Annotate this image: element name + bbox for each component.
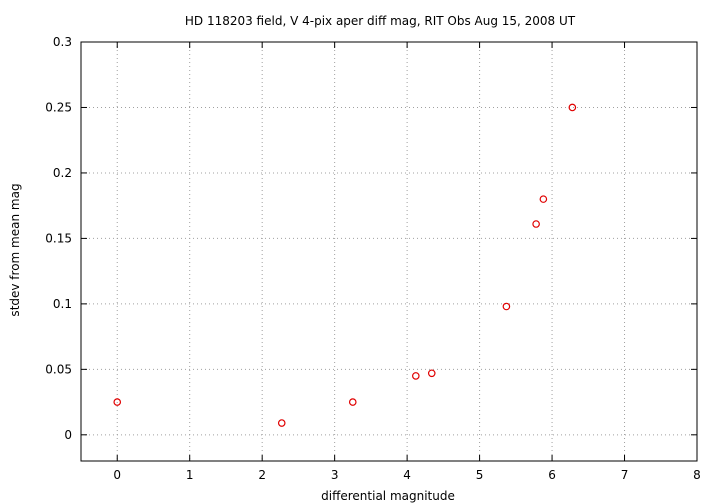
x-tick-label: 4 xyxy=(403,468,411,482)
data-points xyxy=(113,103,577,427)
y-tick-label: 0.15 xyxy=(45,231,72,245)
grid-lines xyxy=(81,42,697,461)
data-point xyxy=(502,302,511,311)
y-axis-label: stdev from mean mag xyxy=(8,183,22,316)
data-point xyxy=(113,398,122,406)
x-tick-label: 7 xyxy=(621,468,629,482)
x-tick-labels: 0 1 2 3 4 5 6 7 8 xyxy=(113,468,700,482)
x-tick-label: 6 xyxy=(548,468,556,482)
y-tick-labels: 0 0.05 0.1 0.15 0.2 0.25 0.3 xyxy=(45,35,72,442)
data-point xyxy=(532,220,540,228)
x-tick-label: 8 xyxy=(693,468,701,482)
y-tick-label: 0.05 xyxy=(45,362,72,376)
data-point xyxy=(348,398,357,406)
axis-ticks xyxy=(81,41,698,461)
data-point xyxy=(539,195,548,203)
x-tick-label: 3 xyxy=(331,468,339,482)
x-tick-label: 5 xyxy=(476,468,484,482)
y-tick-label: 0.2 xyxy=(53,166,72,180)
plot-frame xyxy=(80,41,698,462)
data-point xyxy=(277,419,286,427)
data-point xyxy=(412,372,420,380)
x-tick-label: 2 xyxy=(258,468,266,482)
x-axis-label: differential magnitude xyxy=(321,489,455,503)
y-tick-label: 0.25 xyxy=(45,100,72,114)
y-tick-label: 0 xyxy=(64,428,72,442)
y-tick-label: 0.1 xyxy=(53,297,72,311)
y-tick-label: 0.3 xyxy=(53,35,72,49)
data-point xyxy=(427,369,436,378)
x-tick-label: 1 xyxy=(186,468,194,482)
x-tick-label: 0 xyxy=(113,468,121,482)
chart-title: HD 118203 field, V 4-pix aper diff mag, … xyxy=(185,14,576,28)
data-point xyxy=(568,103,577,112)
